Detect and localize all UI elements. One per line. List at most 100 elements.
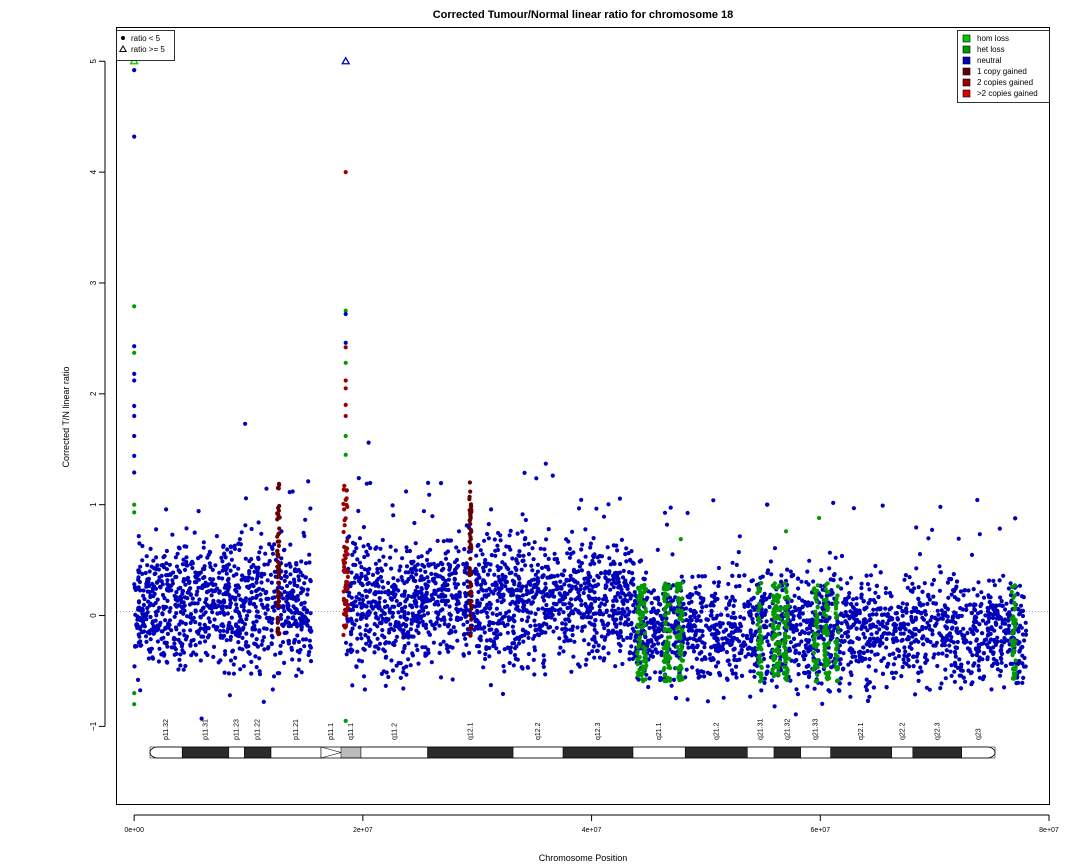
data-point (167, 562, 172, 567)
data-point (543, 564, 548, 569)
data-point (560, 627, 565, 632)
data-point (482, 538, 487, 543)
data-point (930, 582, 935, 587)
data-point (282, 630, 287, 636)
data-point (448, 617, 453, 622)
data-point (679, 611, 684, 616)
data-point (638, 609, 643, 615)
data-point (193, 620, 198, 625)
data-point (800, 598, 805, 603)
data-point (693, 585, 698, 591)
x-tick-label: 4e+07 (582, 827, 602, 834)
data-point (373, 644, 378, 649)
data-point (399, 606, 405, 611)
data-point (644, 672, 649, 677)
data-point (169, 628, 174, 633)
data-point (964, 607, 969, 613)
data-point (228, 550, 233, 555)
data-point (611, 577, 616, 582)
data-point (137, 541, 142, 546)
data-point (945, 637, 950, 642)
data-point (662, 510, 668, 515)
data-point (228, 597, 233, 602)
data-point (401, 635, 406, 640)
data-point (621, 601, 626, 607)
data-point (439, 587, 444, 593)
data-point (435, 563, 441, 568)
data-point (178, 640, 183, 645)
data-point (904, 606, 909, 611)
data-point (970, 653, 975, 658)
data-point (1018, 623, 1023, 628)
data-point (251, 602, 256, 607)
data-point (413, 588, 418, 593)
data-point (955, 639, 960, 645)
data-point (975, 497, 980, 503)
data-point (740, 633, 746, 638)
data-point (205, 583, 210, 588)
data-point (394, 619, 399, 625)
data-point (279, 586, 285, 591)
data-point (380, 568, 385, 573)
data-point (836, 688, 842, 693)
data-point (557, 599, 562, 604)
data-point (641, 585, 646, 590)
data-point (739, 673, 745, 679)
data-point (985, 609, 991, 614)
data-point (438, 642, 443, 647)
data-point (297, 657, 302, 663)
data-point (858, 656, 863, 661)
data-point (433, 591, 438, 597)
data-point (466, 549, 471, 554)
data-point (365, 581, 370, 587)
data-point (998, 595, 1003, 600)
data-point (404, 545, 409, 550)
data-point (177, 546, 182, 551)
data-point (505, 630, 510, 635)
data-point (164, 567, 170, 572)
data-point (218, 633, 223, 638)
data-point (611, 585, 616, 590)
data-point (991, 578, 996, 584)
data-point (239, 530, 244, 535)
data-point (580, 542, 585, 547)
data-point (556, 608, 561, 613)
data-point (146, 599, 151, 604)
data-point (228, 602, 233, 607)
data-point (133, 612, 138, 617)
data-point (168, 606, 173, 611)
data-point (981, 641, 986, 646)
data-point (906, 636, 911, 642)
data-point (426, 579, 431, 584)
data-point (794, 628, 800, 633)
data-point (521, 553, 526, 558)
x-axis: 0e+00 2e+07 4e+07 6e+07 8e+07 (124, 814, 1059, 834)
data-point (145, 630, 150, 635)
data-point (1008, 581, 1013, 586)
data-point (849, 614, 854, 619)
data-point (749, 635, 754, 640)
data-point (178, 594, 183, 599)
data-point (293, 567, 298, 572)
data-point (688, 618, 693, 623)
data-point (688, 592, 693, 597)
data-point (296, 567, 301, 573)
data-point (756, 587, 761, 592)
data-point (197, 628, 202, 633)
data-point (511, 618, 516, 623)
data-point (741, 643, 746, 649)
data-point (945, 618, 950, 624)
data-point (921, 602, 926, 607)
data-point (376, 603, 381, 608)
data-point (491, 591, 496, 596)
data-point (477, 650, 482, 655)
data-point (136, 570, 142, 575)
data-point (952, 679, 958, 684)
data-point (258, 592, 263, 597)
data-point (587, 595, 592, 600)
data-point (642, 600, 647, 605)
data-point (514, 587, 519, 593)
data-point (435, 610, 441, 615)
data-point (867, 618, 872, 623)
data-point (679, 574, 684, 579)
